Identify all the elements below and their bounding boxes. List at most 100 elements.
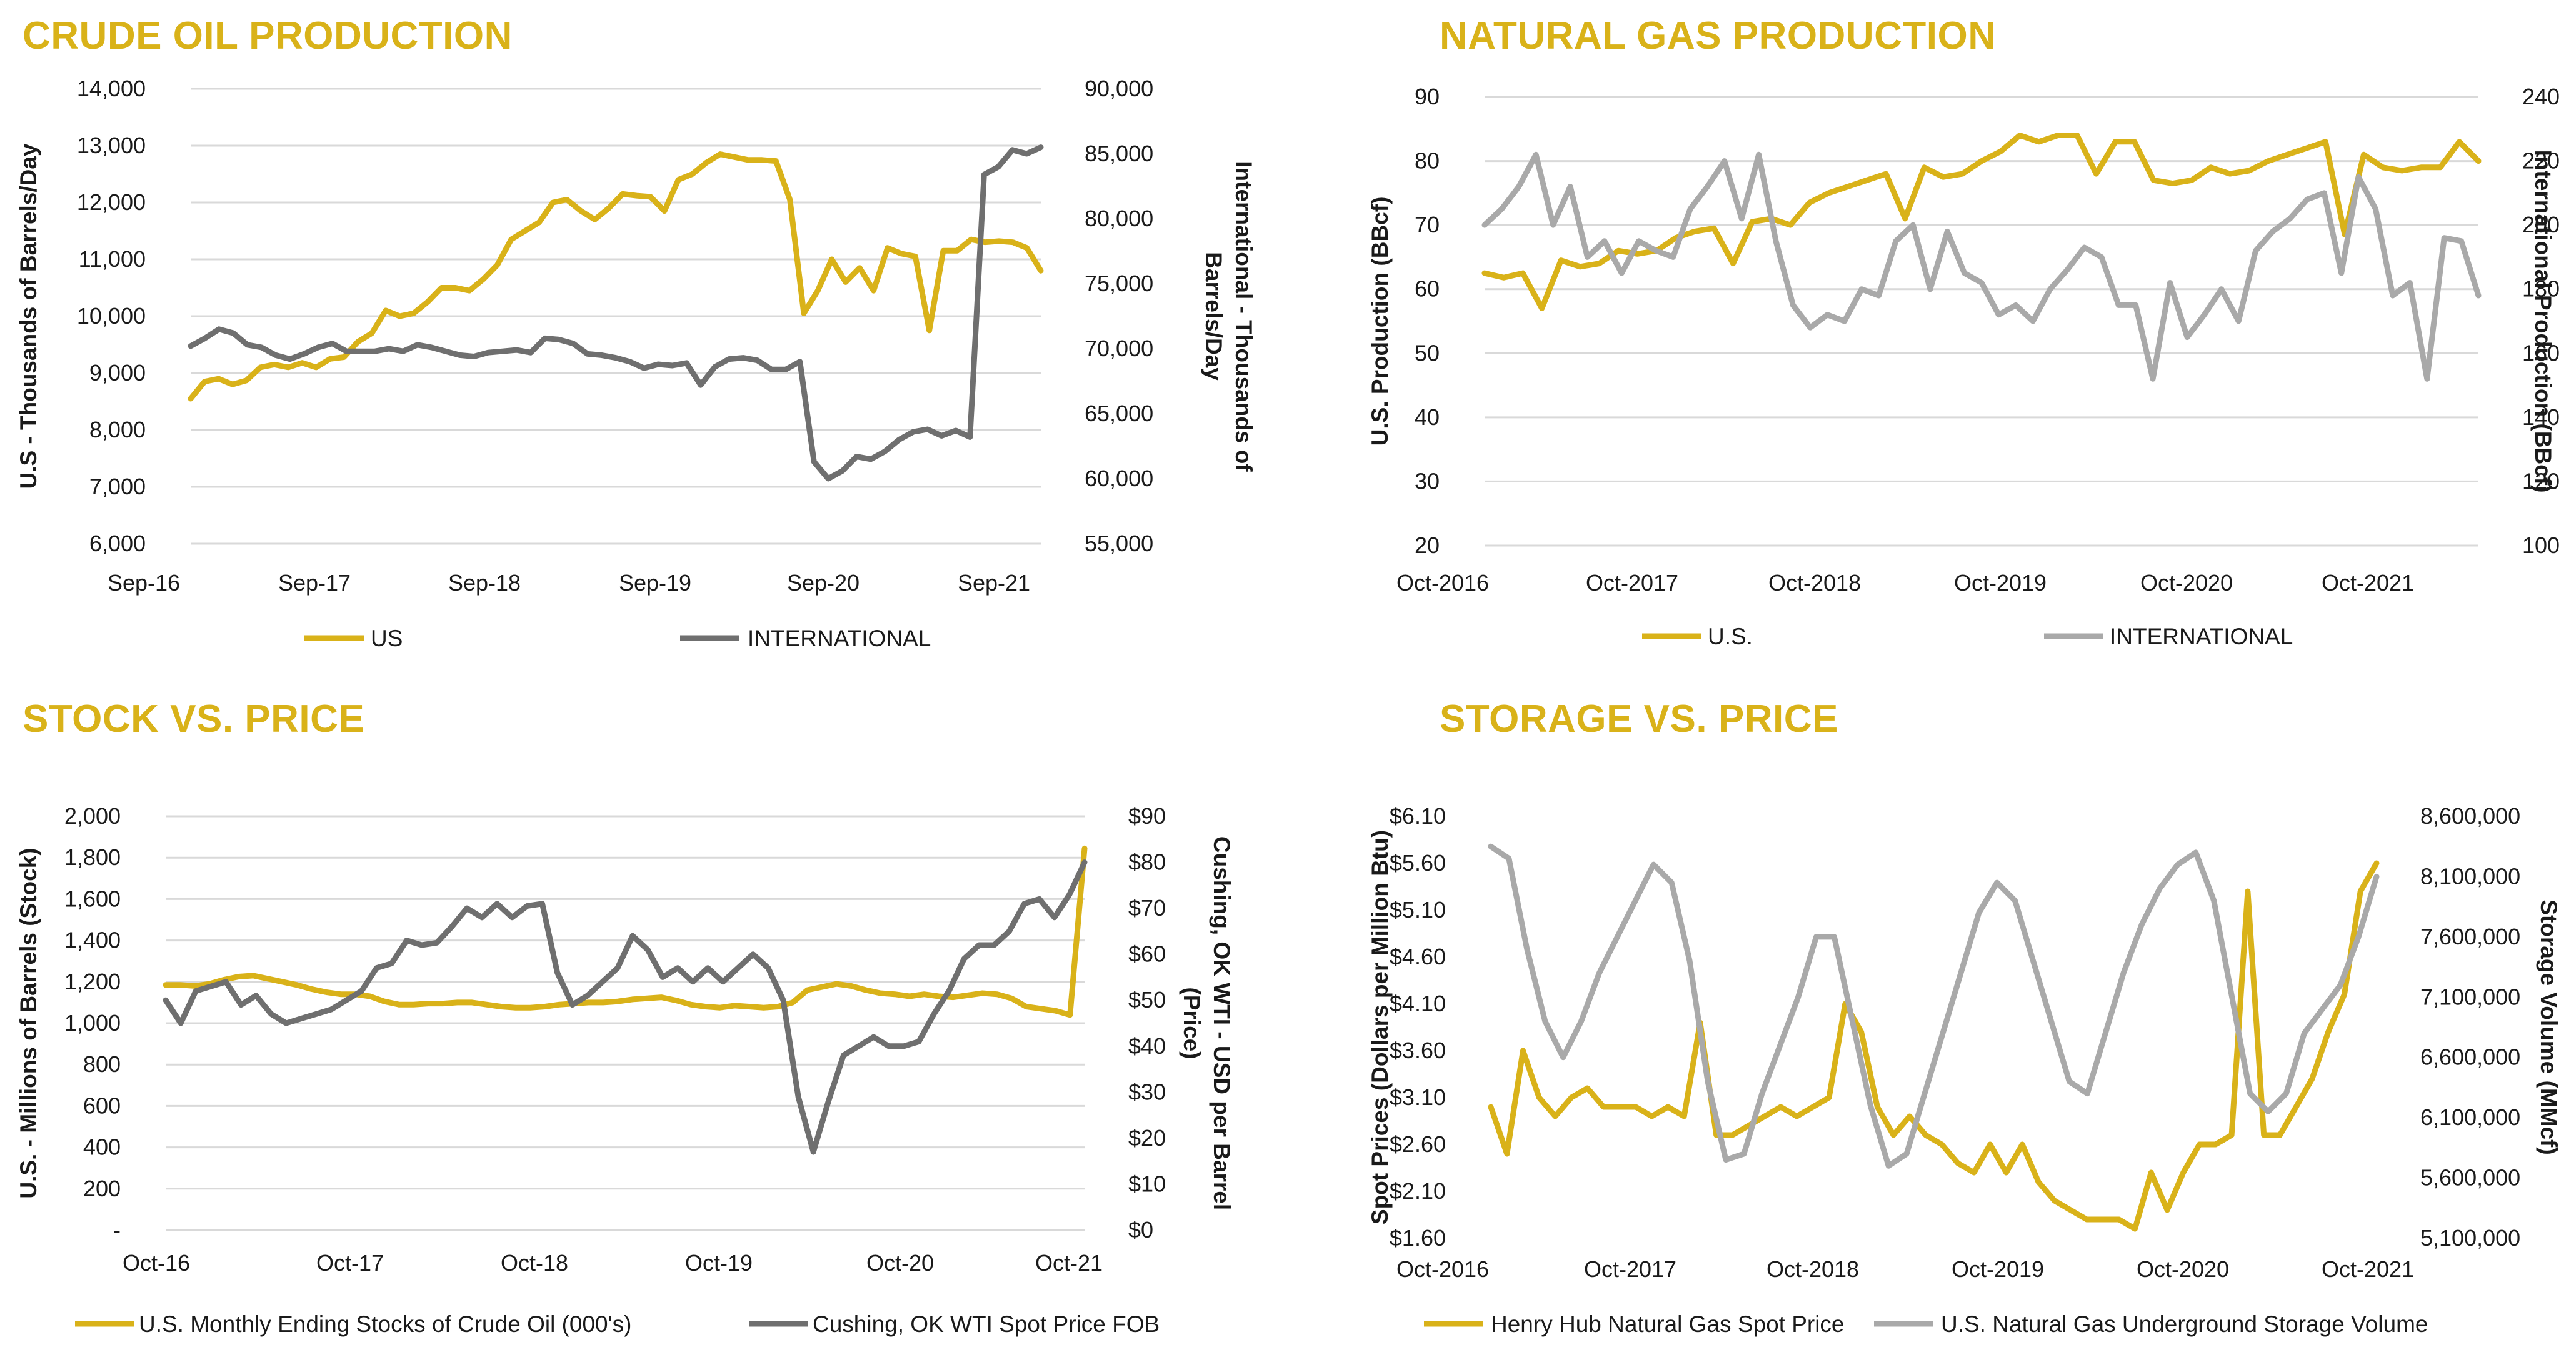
y2-tick-label: 75,000: [1085, 271, 1153, 296]
x-tick-label: Oct-17: [316, 1250, 384, 1276]
chart-panel-crude: CRUDE OIL PRODUCTION 14,000 13,000 12,000 1…: [0, 0, 1288, 683]
y2-axis-label-line: Barrels/Day: [1201, 252, 1226, 381]
y-tick-label: $5.60: [1390, 850, 1446, 876]
y-tick-label: 600: [83, 1092, 121, 1118]
storage-vs-price-chart: $6.10 $5.60 $5.10 $4.60 $4.10 $3.60 $3.10 $2.60…: [1367, 803, 2562, 1337]
y-tick-label: $1.60: [1390, 1225, 1446, 1251]
chart-panel-storage: STORAGE VS. PRICE $6.10 $5.60 $5.10 $4.60 $4…: [1288, 683, 2576, 1367]
y-tick-label: 90: [1415, 84, 1440, 109]
legend-label: INTERNATIONAL: [2110, 624, 2293, 649]
y2-tick-label: 220: [2522, 148, 2560, 174]
y2-tick-label: 65,000: [1085, 401, 1153, 426]
y-tick-label: $2.60: [1390, 1131, 1446, 1157]
y-tick-label: 200: [83, 1176, 121, 1201]
chart-title: CRUDE OIL PRODUCTION: [23, 14, 513, 58]
y2-tick-label: $40: [1128, 1033, 1166, 1059]
y-tick-label: 60: [1415, 276, 1440, 302]
y2-tick-label: 55,000: [1085, 531, 1153, 556]
y-tick-label: 1,200: [64, 969, 121, 994]
x-tick-label: Sep-17: [278, 570, 351, 596]
y-tick-label: 9,000: [89, 360, 146, 386]
x-tick-label: Oct-19: [685, 1250, 753, 1276]
y-tick-label: 1,600: [64, 886, 121, 911]
x-tick-label: Oct-2019: [1952, 1256, 2044, 1282]
y2-tick-label: 180: [2522, 276, 2560, 302]
y2-tick-label: 5,600,000: [2420, 1165, 2520, 1191]
y-tick-label: 12,000: [77, 189, 146, 215]
y2-tick-label: 100: [2522, 532, 2560, 558]
series-line: [1481, 151, 2482, 382]
y2-tick-label: 5,100,000: [2420, 1225, 2520, 1251]
y-tick-label: 30: [1415, 468, 1440, 494]
y-tick-label: 1,400: [64, 928, 121, 953]
y2-axis-label: Storage Volume (MMcf): [2536, 899, 2562, 1154]
y-axis-label: Spot Prices (Dollars per Million Btu): [1367, 830, 1393, 1224]
series-line: [188, 151, 1044, 402]
y-tick-label: 6,000: [89, 531, 146, 556]
y-tick-label: 400: [83, 1134, 121, 1160]
y-tick-label: $5.10: [1390, 897, 1446, 922]
y2-tick-label: 160: [2522, 340, 2560, 366]
y2-axis-label: Cushing, OK WTI - USD per Barrel(Price): [1179, 836, 1235, 1210]
x-tick-label: Oct-2016: [1396, 1256, 1489, 1282]
y-tick-label: $3.60: [1390, 1038, 1446, 1063]
chart-panel-stock: STOCK VS. PRICE 2,000 1,800 1,600 1,400 1,20…: [0, 683, 1288, 1367]
y2-tick-label: $60: [1128, 941, 1166, 967]
y2-axis-label-line: Cushing, OK WTI - USD per Barrel: [1209, 836, 1235, 1210]
x-tick-label: Oct-21: [1035, 1250, 1103, 1276]
y2-tick-label: $30: [1128, 1079, 1166, 1104]
legend-label: INTERNATIONAL: [748, 626, 931, 651]
x-tick-label: Oct-2019: [1954, 570, 2047, 596]
y2-tick-label: 80,000: [1085, 206, 1153, 231]
series-line: [163, 859, 1088, 1155]
x-tick-label: Oct-18: [501, 1250, 568, 1276]
y-tick-label: 8,000: [89, 417, 146, 442]
legend-label: U.S. Monthly Ending Stocks of Crude Oil …: [139, 1311, 632, 1337]
x-tick-label: Sep-20: [787, 570, 860, 596]
x-tick-label: Oct-2018: [1768, 570, 1861, 596]
y2-tick-label: $90: [1128, 803, 1166, 829]
y-tick-label: 20: [1415, 532, 1440, 558]
natural-gas-chart: 90 80 70 60 50 40 30 20 240 220 200 180 160 140 120 100…: [1367, 84, 2560, 649]
y2-tick-label: $0: [1128, 1217, 1153, 1242]
y2-tick-label: 6,600,000: [2420, 1044, 2520, 1070]
y2-tick-label: 90,000: [1085, 76, 1153, 101]
y-tick-label: 50: [1415, 340, 1440, 366]
x-tick-label: Oct-2020: [2137, 1256, 2229, 1282]
y2-axis-label: International - Thousands ofBarrels/Day: [1201, 161, 1256, 472]
series-line: [1481, 132, 2482, 311]
series-line: [163, 845, 1088, 1018]
y-tick-label: 14,000: [77, 76, 146, 101]
y2-tick-label: $20: [1128, 1125, 1166, 1151]
y2-tick-label: 7,600,000: [2420, 924, 2520, 949]
chart-panel-gas: NATURAL GAS PRODUCTION 90 80 70 60 50 40 30 20 2…: [1288, 0, 2576, 683]
legend-label: Henry Hub Natural Gas Spot Price: [1491, 1311, 1845, 1337]
y-tick-label: $6.10: [1390, 803, 1446, 829]
y-axis-label: U.S. Production (BBcf): [1367, 197, 1393, 446]
x-tick-label: Oct-2021: [2322, 570, 2414, 596]
y2-tick-label: 6,100,000: [2420, 1104, 2520, 1130]
x-tick-label: Oct-2018: [1767, 1256, 1859, 1282]
y-tick-label: -: [113, 1217, 121, 1242]
y-tick-label: 1,800: [64, 844, 121, 870]
y2-tick-label: 70,000: [1085, 336, 1153, 361]
y2-axis-label: International Production (BBcf): [2530, 150, 2556, 493]
y-axis-label: U.S. - Millions of Barrels (Stock): [16, 848, 41, 1198]
y2-tick-label: 7,100,000: [2420, 984, 2520, 1009]
y-tick-label: 800: [83, 1051, 121, 1077]
y2-tick-label: 8,100,000: [2420, 863, 2520, 889]
y-tick-label: 1,000: [64, 1010, 121, 1036]
legend-label: Cushing, OK WTI Spot Price FOB: [813, 1311, 1160, 1337]
y-tick-label: $2.10: [1390, 1178, 1446, 1204]
x-tick-label: Sep-16: [108, 570, 180, 596]
x-tick-label: Oct-2016: [1396, 570, 1489, 596]
x-tick-label: Sep-19: [619, 570, 691, 596]
series-line: [188, 144, 1044, 482]
y-tick-label: 10,000: [77, 303, 146, 329]
x-tick-label: Oct-2017: [1584, 1256, 1676, 1282]
y2-tick-label: 240: [2522, 84, 2560, 109]
x-tick-label: Oct-20: [866, 1250, 934, 1276]
y2-tick-label: 8,600,000: [2420, 803, 2520, 829]
series-line: [1488, 860, 2380, 1232]
y-axis-label: U.S - Thousands of Barrels/Day: [16, 143, 41, 489]
